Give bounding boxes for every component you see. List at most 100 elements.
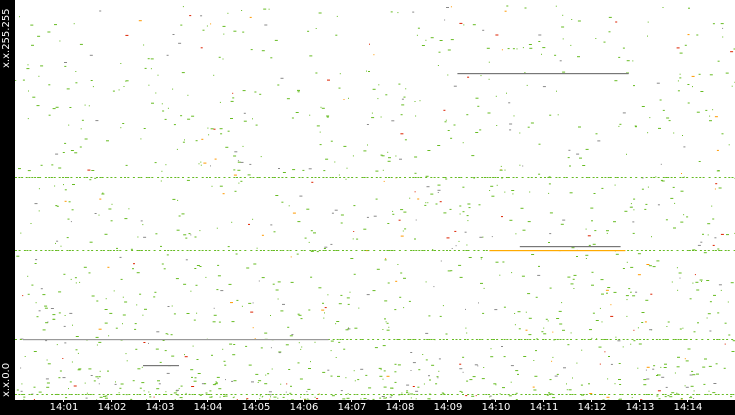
- event-row-point: [416, 394, 419, 395]
- event-point: [632, 60, 634, 62]
- event-row-point: [712, 250, 715, 251]
- event-point: [336, 15, 338, 17]
- event-point: [48, 114, 51, 116]
- event-row-point: [386, 250, 389, 251]
- event-row-point: [89, 394, 92, 395]
- event-row-point: [458, 250, 460, 251]
- event-point: [22, 295, 24, 297]
- event-point: [143, 128, 146, 129]
- event-point: [203, 162, 207, 164]
- event-point: [258, 380, 262, 382]
- event-point: [718, 284, 722, 286]
- event-row-point: [618, 339, 621, 340]
- event-row-point: [561, 394, 564, 395]
- event-row-point: [328, 250, 331, 251]
- event-row-point: [423, 250, 426, 251]
- event-point: [275, 289, 279, 291]
- event-row-point: [255, 250, 258, 251]
- event-point: [198, 163, 200, 165]
- event-point: [347, 328, 351, 330]
- event-point: [75, 336, 79, 337]
- event-row-point: [48, 250, 51, 251]
- event-point: [465, 395, 468, 397]
- event-point: [347, 393, 349, 395]
- event-point: [727, 301, 729, 303]
- event-point: [353, 273, 356, 275]
- event-row-point: [604, 177, 607, 178]
- event-point: [103, 395, 106, 397]
- event-point: [220, 133, 223, 135]
- event-point: [477, 105, 480, 107]
- event-row-point: [465, 250, 468, 251]
- event-row-point: [410, 250, 413, 251]
- event-point: [628, 288, 631, 290]
- event-point: [408, 300, 411, 302]
- event-row-point: [265, 394, 268, 395]
- event-point: [722, 36, 724, 38]
- event-row-point: [281, 177, 284, 178]
- event-row-point: [481, 339, 484, 340]
- event-point: [713, 383, 717, 384]
- event-point: [368, 387, 372, 389]
- event-row-point: [191, 394, 194, 395]
- event-point: [297, 89, 300, 91]
- event-point: [308, 368, 311, 369]
- event-point: [164, 118, 167, 120]
- event-point: [649, 329, 653, 331]
- event-point: [587, 235, 591, 237]
- event-point: [709, 74, 713, 76]
- event-point: [185, 237, 188, 239]
- event-row-point: [528, 394, 531, 395]
- event-row-point: [314, 177, 317, 178]
- event-row-point: [627, 250, 630, 251]
- event-row-point: [706, 394, 709, 395]
- event-row-point: [15, 339, 17, 340]
- event-point: [718, 187, 722, 189]
- event-point: [538, 265, 540, 267]
- event-point: [462, 186, 465, 188]
- event-row-point: [83, 177, 86, 178]
- event-row-point: [151, 177, 154, 178]
- event-row-point: [718, 250, 721, 251]
- event-row-point: [329, 177, 332, 178]
- event-point: [115, 327, 118, 329]
- event-point: [694, 274, 696, 276]
- event-row-point: [452, 339, 454, 340]
- event-row-point: [391, 250, 393, 251]
- event-point: [421, 45, 425, 46]
- event-point: [143, 342, 146, 343]
- event-row-point: [132, 177, 135, 178]
- event-point: [291, 334, 294, 336]
- event-row-point: [41, 394, 44, 395]
- event-point: [31, 44, 34, 46]
- event-point: [660, 366, 662, 368]
- event-row-point: [119, 250, 122, 251]
- event-point: [523, 356, 527, 357]
- event-point: [122, 123, 125, 124]
- event-point: [619, 384, 622, 385]
- event-point: [475, 395, 477, 397]
- event-row-point: [349, 394, 352, 395]
- event-row-point: [337, 250, 340, 251]
- event-row-point: [339, 177, 341, 178]
- event-row-point: [217, 250, 220, 251]
- event-point: [610, 315, 614, 317]
- event-row-point: [714, 250, 717, 251]
- event-row-point: [122, 394, 125, 395]
- event-point: [118, 89, 120, 91]
- event-point: [427, 202, 429, 204]
- event-point: [150, 68, 152, 70]
- event-row-point: [704, 250, 707, 251]
- event-row-point: [699, 250, 702, 251]
- event-point: [64, 315, 66, 316]
- event-row-point: [165, 394, 168, 395]
- event-row-point: [99, 177, 102, 178]
- event-point: [402, 230, 404, 232]
- event-row-point: [170, 250, 173, 251]
- event-point: [183, 234, 187, 236]
- event-row-point: [525, 394, 527, 395]
- event-row-point: [629, 177, 632, 178]
- event-point: [307, 388, 311, 390]
- event-point: [178, 42, 182, 44]
- event-row-point: [102, 394, 105, 395]
